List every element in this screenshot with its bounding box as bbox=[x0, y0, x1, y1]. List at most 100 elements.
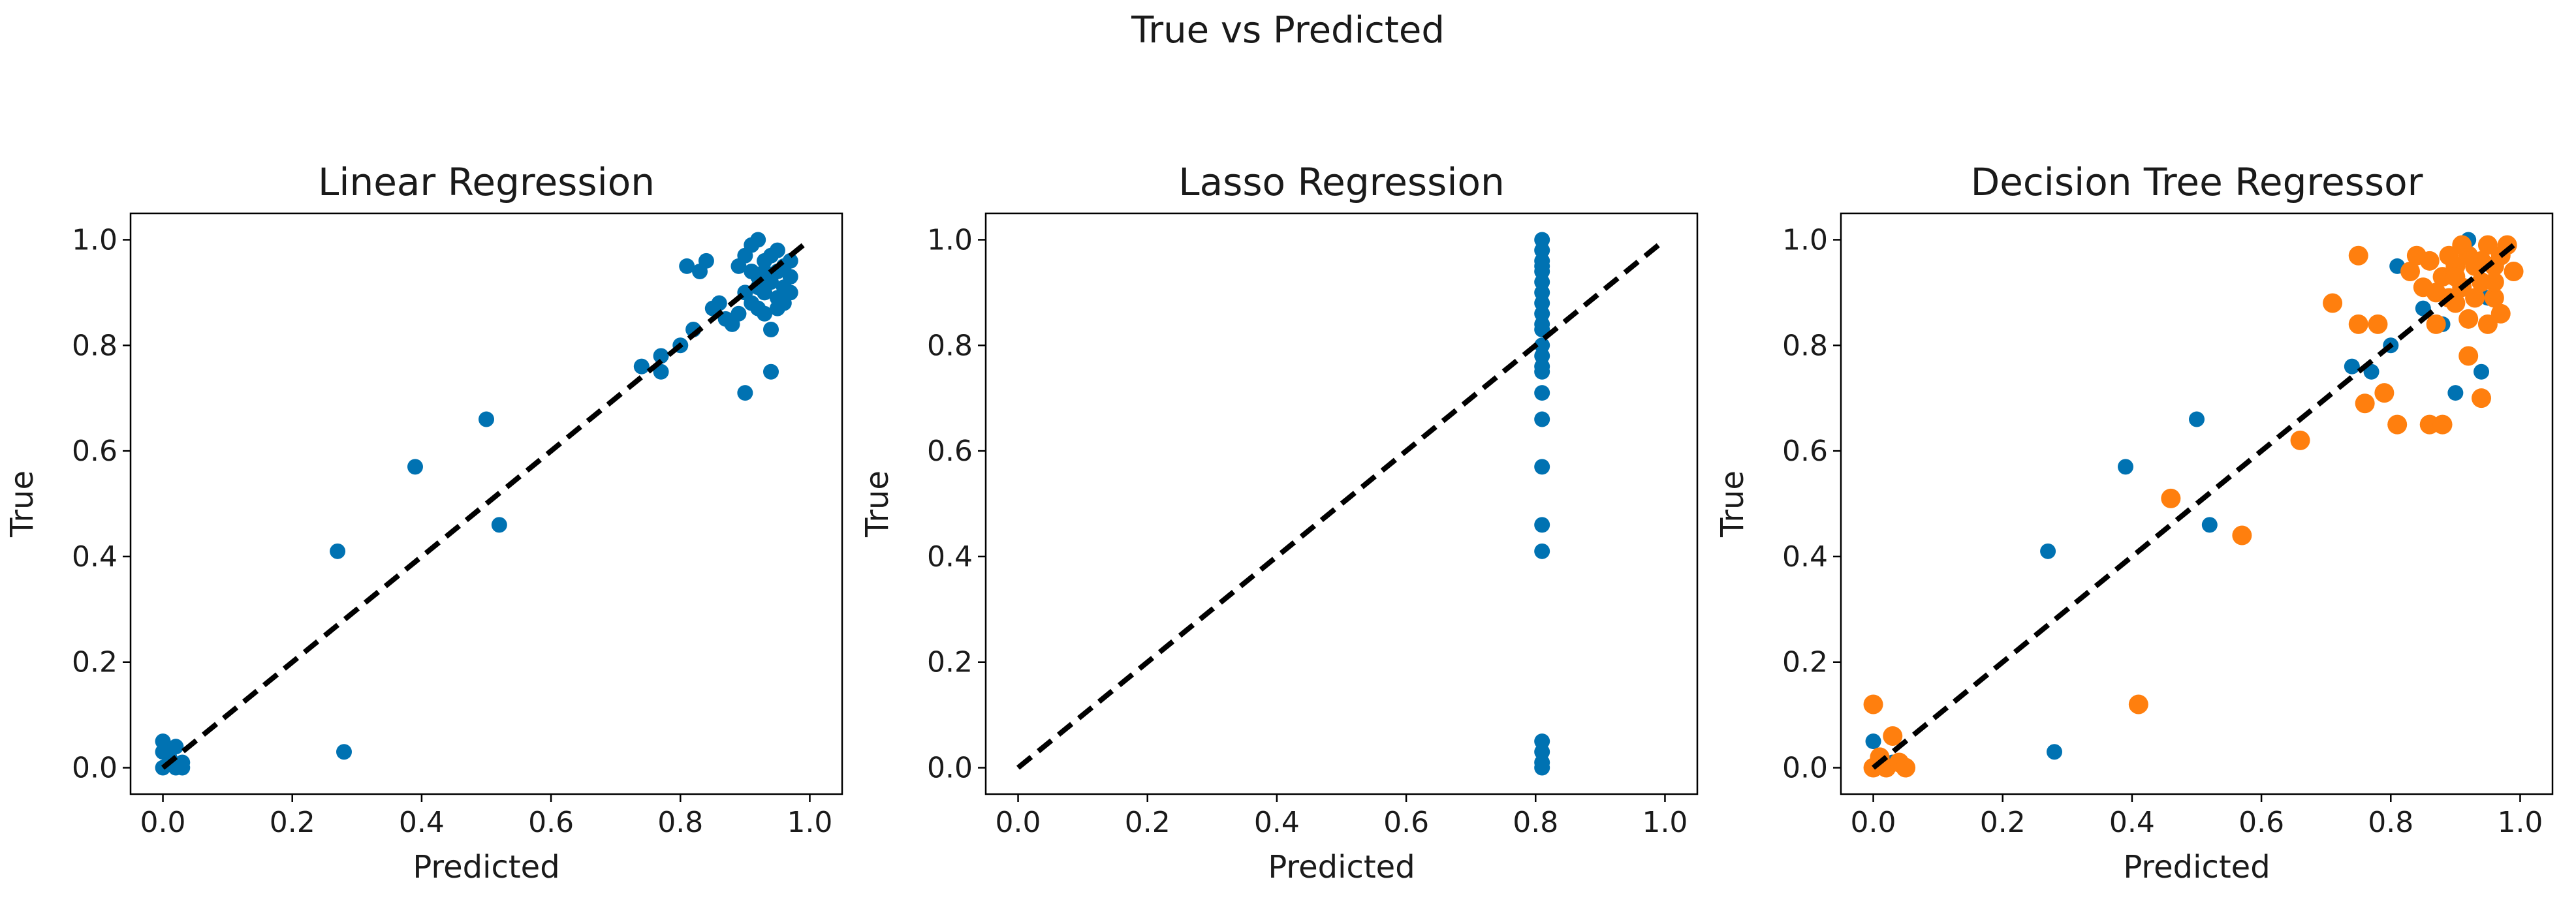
scatter-point bbox=[633, 358, 650, 375]
x-axis-label: Predicted bbox=[413, 849, 559, 885]
x-tick-label: 0.2 bbox=[1980, 806, 2026, 839]
scatter-point bbox=[2474, 363, 2489, 380]
y-tick-label: 0.8 bbox=[927, 329, 973, 362]
plot-area bbox=[155, 232, 811, 776]
x-tick-label: 0.4 bbox=[399, 806, 445, 839]
series-orange bbox=[1863, 235, 2524, 778]
y-tick-label: 0.0 bbox=[1782, 752, 1828, 785]
scatter-point bbox=[757, 305, 773, 322]
scatter-point bbox=[2426, 314, 2446, 334]
subplot-title: Linear Regression bbox=[318, 160, 655, 204]
scatter-point bbox=[2504, 262, 2524, 281]
scatter-point bbox=[330, 543, 346, 559]
scatter-point bbox=[2497, 235, 2517, 255]
y-tick-label: 0.6 bbox=[72, 435, 118, 468]
scatter-point bbox=[2458, 346, 2479, 366]
scatter-point bbox=[407, 459, 423, 475]
scatter-point bbox=[1534, 517, 1550, 533]
scatter-point bbox=[2348, 314, 2368, 334]
scatter-point bbox=[2128, 694, 2148, 715]
scatter-point bbox=[2363, 363, 2380, 380]
scatter-point bbox=[336, 744, 352, 760]
scatter-point bbox=[730, 305, 747, 322]
scatter-point bbox=[168, 739, 184, 755]
scatter-point bbox=[2458, 309, 2479, 329]
y-axis-label: True bbox=[1714, 470, 1751, 538]
x-tick-label: 1.0 bbox=[1642, 806, 1688, 839]
scatter-point bbox=[2161, 488, 2181, 508]
x-tick-label: 0.0 bbox=[996, 806, 1041, 839]
scatter-point bbox=[763, 247, 779, 264]
scatter-point bbox=[2415, 300, 2431, 316]
subplots: Linear Regression 0.0 0.2 0.4 0.6 0.8 1.0 0.0 0.… bbox=[4, 160, 2554, 885]
scatter-point bbox=[782, 269, 798, 285]
y-tick-label: 1.0 bbox=[1782, 223, 1828, 256]
x-tick-label: 0.4 bbox=[1254, 806, 1300, 839]
scatter-point bbox=[2426, 283, 2446, 303]
y-tick-label: 0.8 bbox=[72, 329, 118, 362]
y-tick-label: 0.2 bbox=[72, 646, 118, 679]
y-tick-label: 0.2 bbox=[927, 646, 973, 679]
subplot-title: Lasso Regression bbox=[1178, 160, 1504, 204]
axes-frame bbox=[984, 212, 1699, 795]
scatter-point bbox=[2348, 245, 2368, 266]
y-tick-label: 1.0 bbox=[72, 223, 118, 256]
y-tick-label: 0.4 bbox=[1782, 540, 1828, 574]
scatter-point bbox=[2400, 262, 2420, 281]
y-tick-label: 0.8 bbox=[1782, 329, 1828, 362]
y-tick-label: 1.0 bbox=[927, 223, 973, 256]
scatter-point bbox=[2047, 744, 2062, 760]
x-axis-label: Predicted bbox=[2123, 849, 2270, 885]
x-tick-label: 0.2 bbox=[270, 806, 315, 839]
scatter-point bbox=[1534, 385, 1550, 401]
scatter-point bbox=[737, 385, 753, 401]
scatter-point bbox=[2201, 517, 2218, 533]
scatter-point bbox=[2290, 430, 2310, 450]
identity-line bbox=[1016, 238, 1667, 770]
x-tick-label: 0.6 bbox=[2238, 806, 2284, 839]
scatter-point bbox=[1534, 337, 1550, 354]
y-tick-label: 0.2 bbox=[1782, 646, 1828, 679]
y-tick-label: 0.4 bbox=[927, 540, 973, 574]
scatter-point bbox=[1534, 411, 1550, 427]
scatter-point bbox=[1534, 459, 1550, 475]
scatter-point bbox=[1883, 726, 1903, 746]
scatter-point bbox=[2355, 393, 2375, 414]
scatter-point bbox=[2484, 288, 2504, 308]
x-tick-label: 0.8 bbox=[657, 806, 703, 839]
x-tick-label: 0.8 bbox=[2368, 806, 2413, 839]
scatter-point bbox=[1534, 543, 1550, 559]
scatter-point bbox=[2452, 235, 2472, 255]
scatter-point bbox=[2432, 414, 2453, 435]
subplot-3: Decision Tree Regressor 0.0 0.2 0.4 0.6 0.8 1.… bbox=[1714, 160, 2554, 885]
figure-title: True vs Predicted bbox=[1131, 9, 1445, 52]
scatter-point bbox=[750, 232, 766, 248]
scatter-point bbox=[653, 363, 669, 380]
identity-line bbox=[161, 238, 811, 770]
scatter-point bbox=[763, 363, 779, 380]
y-axis-label: True bbox=[4, 470, 40, 538]
plot-area bbox=[1016, 232, 1667, 776]
x-tick-label: 0.0 bbox=[1851, 806, 1896, 839]
scatter-point bbox=[730, 258, 747, 274]
scatter-point bbox=[2040, 543, 2056, 559]
x-tick-label: 0.6 bbox=[1383, 806, 1429, 839]
y-tick-label: 0.0 bbox=[927, 752, 973, 785]
y-tick-label: 0.6 bbox=[1782, 435, 1828, 468]
scatter-point bbox=[1896, 758, 1916, 778]
axes-frame bbox=[1840, 212, 2554, 795]
x-tick-label: 0.0 bbox=[140, 806, 186, 839]
scatter-point bbox=[2419, 251, 2440, 271]
scatter-point bbox=[2368, 314, 2388, 334]
x-tick-label: 1.0 bbox=[2497, 806, 2543, 839]
y-tick-label: 0.4 bbox=[72, 540, 118, 574]
y-tick-label: 0.0 bbox=[72, 752, 118, 785]
x-tick-label: 0.8 bbox=[1513, 806, 1558, 839]
scatter-point bbox=[2374, 383, 2395, 403]
scatter-point bbox=[2472, 388, 2491, 408]
x-tick-label: 0.4 bbox=[2109, 806, 2155, 839]
plot-area bbox=[1863, 232, 2524, 778]
scatter-point bbox=[763, 322, 779, 337]
identity-line bbox=[1872, 238, 2522, 770]
scatter-point bbox=[174, 760, 191, 776]
